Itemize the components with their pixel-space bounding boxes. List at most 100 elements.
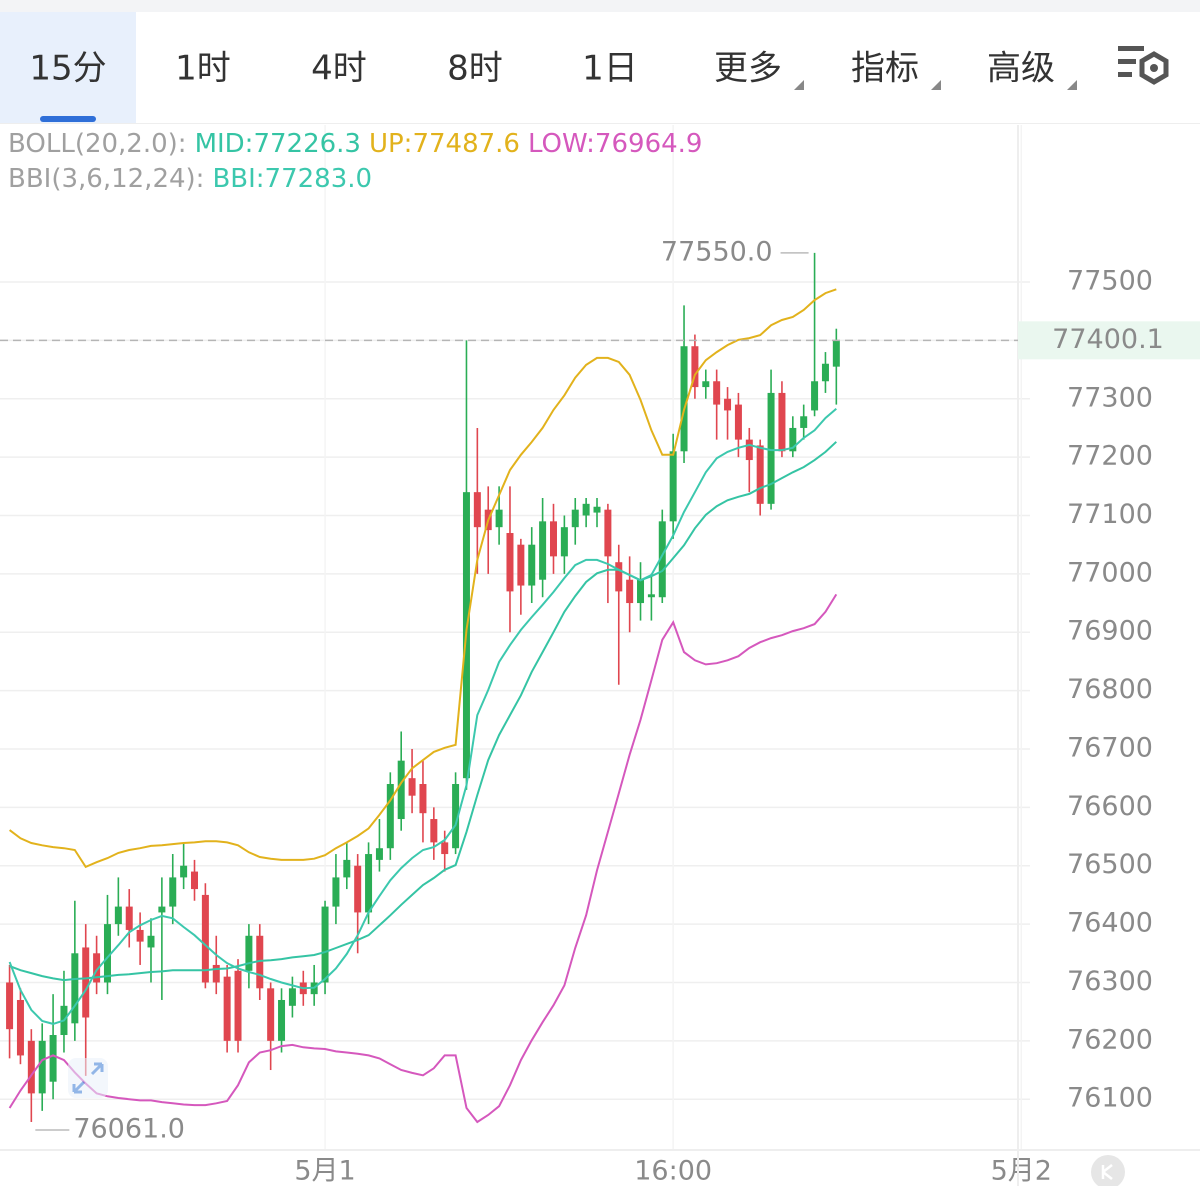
indicator-line: [9, 441, 837, 982]
candle-body: [169, 877, 177, 907]
candle-body: [452, 784, 460, 849]
candle-body: [724, 398, 732, 411]
indicator-name: BBI(3,6,12,24): BBI:77283.0: [8, 164, 372, 194]
tab[interactable]: 1时: [175, 49, 231, 89]
candle-body: [419, 784, 427, 814]
candle-body: [114, 906, 122, 925]
settings-icon[interactable]: [1118, 46, 1169, 85]
candle-body: [343, 859, 351, 878]
candle-body: [288, 988, 296, 1006]
candle-body: [408, 778, 416, 796]
candle-body: [125, 906, 133, 930]
high-annotation: 77550.0: [661, 236, 773, 267]
candle-body: [191, 871, 199, 890]
candle-body: [212, 964, 220, 983]
y-tick-label: 77300: [1067, 382, 1153, 413]
candle-body: [713, 381, 721, 405]
y-tick-label: 77200: [1067, 441, 1153, 472]
candle-body: [539, 521, 547, 580]
candle-body: [734, 404, 742, 440]
candle-body: [49, 1035, 57, 1082]
tab[interactable]: 4时: [311, 49, 367, 89]
legend-entry: BBI:77283.0: [212, 164, 372, 194]
indicator-line: [8, 407, 837, 1025]
candle-body: [832, 340, 840, 367]
candle-body: [767, 392, 775, 504]
candle-body: [615, 562, 623, 592]
y-tick-label: 76400: [1067, 908, 1153, 939]
candle-body: [789, 427, 797, 452]
candle-body: [136, 929, 144, 942]
k-badge[interactable]: [1091, 1155, 1125, 1186]
legend-entry: LOW:76964.9: [528, 129, 702, 159]
x-tick-label: 5月1: [294, 1156, 355, 1186]
chart: 76100 76200 76300 76400 76500 76600 76700 76800…: [0, 125, 1200, 1186]
icon-hex: [1139, 51, 1169, 85]
candle-body: [582, 503, 590, 516]
candle-body: [593, 506, 601, 513]
icon-dot: [1150, 64, 1158, 72]
candle-body: [821, 363, 829, 382]
icon-bar: [1118, 72, 1132, 77]
indicator-line: [8, 593, 838, 1124]
indicator-line: [8, 288, 837, 869]
y-tick-label: 76700: [1067, 732, 1153, 763]
y-tick-label: 76300: [1067, 966, 1153, 997]
candle-body: [528, 544, 536, 586]
tab[interactable]: 高级: [987, 49, 1055, 89]
tab[interactable]: 8时: [447, 49, 503, 89]
icon-bar: [1118, 46, 1144, 51]
y-tick-label: 77500: [1067, 266, 1153, 297]
active-tab-bg: [0, 12, 136, 123]
candle-body: [745, 439, 753, 461]
candle-body: [386, 784, 394, 849]
y-tick-label: 77000: [1067, 557, 1153, 588]
tab[interactable]: 15分: [29, 49, 106, 89]
x-tick-label: 5月2: [991, 1156, 1052, 1186]
tab[interactable]: 1日: [582, 49, 638, 89]
dropdown-caret: [794, 80, 804, 90]
candle-body: [441, 842, 449, 855]
candle-body: [365, 854, 373, 913]
candle-body: [354, 865, 362, 913]
tab[interactable]: 指标: [851, 49, 919, 89]
badge-glyph: [1101, 1164, 1113, 1180]
legend-entry: MID:77226.3: [195, 129, 361, 159]
candle-body: [180, 865, 188, 878]
dropdown-caret: [931, 80, 941, 90]
candle-body: [234, 970, 242, 1041]
icon-bar: [1118, 59, 1136, 64]
y-tick-label: 76200: [1067, 1024, 1153, 1055]
candle-body: [6, 982, 14, 1030]
tab[interactable]: 更多: [714, 49, 782, 89]
candle-body: [637, 579, 645, 604]
candle-body: [800, 416, 808, 428]
candle-body: [680, 346, 688, 452]
candle-body: [691, 346, 699, 388]
candle-body: [647, 594, 655, 598]
candle-body: [103, 924, 111, 983]
low-annotation: 76061.0: [73, 1113, 185, 1144]
candle-body: [571, 509, 579, 528]
candle-body: [517, 544, 525, 586]
candle-body: [560, 527, 568, 557]
candle-body: [604, 509, 612, 557]
candle-body: [38, 1040, 46, 1094]
icon-arrows: [72, 1062, 104, 1094]
indicator-name: BOLL(20,2.0): MID:77226.3 UP:77487.6 LOW:76…: [8, 129, 702, 159]
candle-body: [658, 521, 666, 598]
candle-body: [473, 492, 481, 528]
indicator-legend: BOLL(20,2.0): MID:77226.3 UP:77487.6 LOW:76…: [8, 129, 702, 194]
candle-body: [397, 760, 405, 820]
y-tick-label: 76900: [1067, 616, 1153, 647]
y-tick-label: 76800: [1067, 674, 1153, 705]
candle-body: [223, 976, 231, 1041]
candle-body: [756, 445, 764, 504]
candle-body: [147, 935, 155, 948]
candle-body: [71, 953, 79, 1024]
y-tick-label: 76500: [1067, 849, 1153, 880]
legend-entry: UP:77487.6: [369, 129, 520, 159]
expand-icon[interactable]: [68, 1058, 108, 1098]
candle-body: [27, 1040, 35, 1094]
